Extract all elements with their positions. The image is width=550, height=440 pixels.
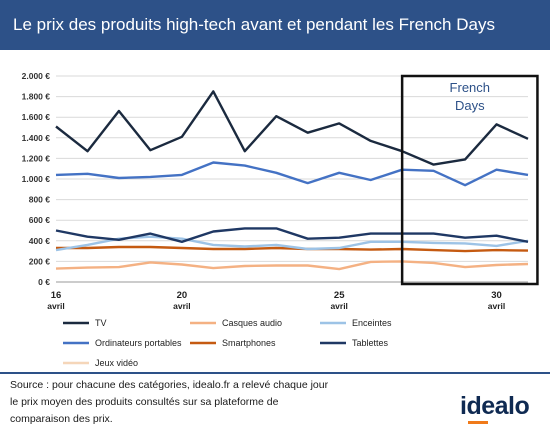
series-line-ordinateurs-portables xyxy=(55,161,529,187)
y-tick-label: 800 € xyxy=(29,195,51,205)
y-tick-label: 1.400 € xyxy=(22,133,51,143)
x-tick-label: 16 xyxy=(51,290,62,301)
french-days-label: Days xyxy=(455,98,485,113)
legend-label: TV xyxy=(95,318,107,328)
legend-label: Tablettes xyxy=(352,338,389,348)
legend-label: Jeux vidéo xyxy=(95,358,138,368)
x-tick-month: avril xyxy=(47,301,65,311)
series-line-tablettes xyxy=(55,227,529,244)
x-tick-month: avril xyxy=(330,301,348,311)
x-tick-month: avril xyxy=(488,301,506,311)
source-line: Source : pour chacune des catégories, id… xyxy=(10,379,329,391)
series-line-tv xyxy=(55,90,529,166)
y-tick-label: 1.800 € xyxy=(22,92,51,102)
french-days-label: French xyxy=(450,80,490,95)
line-chart: 0 € 200 € 400 € 600 € 800 € 1.000 € 1.200 € 1.4… xyxy=(22,71,539,368)
legend-label: Ordinateurs portables xyxy=(95,338,182,348)
chart-title: Le prix des produits high-tech avant et … xyxy=(0,0,550,50)
x-tick-label: 25 xyxy=(334,290,345,301)
idealo-logo-accent xyxy=(468,421,488,424)
y-tick-label: 200 € xyxy=(29,256,51,266)
x-tick-month: avril xyxy=(173,301,191,311)
source-line: comparaison des prix. xyxy=(10,413,113,425)
y-tick-label: 600 € xyxy=(29,215,51,225)
x-tick-label: 30 xyxy=(491,290,502,301)
y-tick-label: 400 € xyxy=(29,236,51,246)
source-line: le prix moyen des produits consultés sur… xyxy=(10,396,279,408)
y-tick-label: 1.000 € xyxy=(22,174,51,184)
legend-label: Enceintes xyxy=(352,318,392,328)
footer-divider xyxy=(0,372,550,374)
idealo-logo: idealo xyxy=(460,392,530,420)
y-tick-label: 2.000 € xyxy=(22,71,51,81)
series-line-casques-audio xyxy=(55,260,529,271)
legend-label: Smartphones xyxy=(222,338,276,348)
source-note: Source : pour chacune des catégories, id… xyxy=(10,377,430,428)
x-tick-label: 20 xyxy=(177,290,188,301)
french-days-box xyxy=(400,74,539,286)
y-tick-label: 1.600 € xyxy=(22,112,51,122)
legend-label: Casques audio xyxy=(222,318,282,328)
y-tick-label: 1.200 € xyxy=(22,153,51,163)
series-line-smartphones xyxy=(56,245,529,253)
y-tick-label: 0 € xyxy=(38,277,50,287)
